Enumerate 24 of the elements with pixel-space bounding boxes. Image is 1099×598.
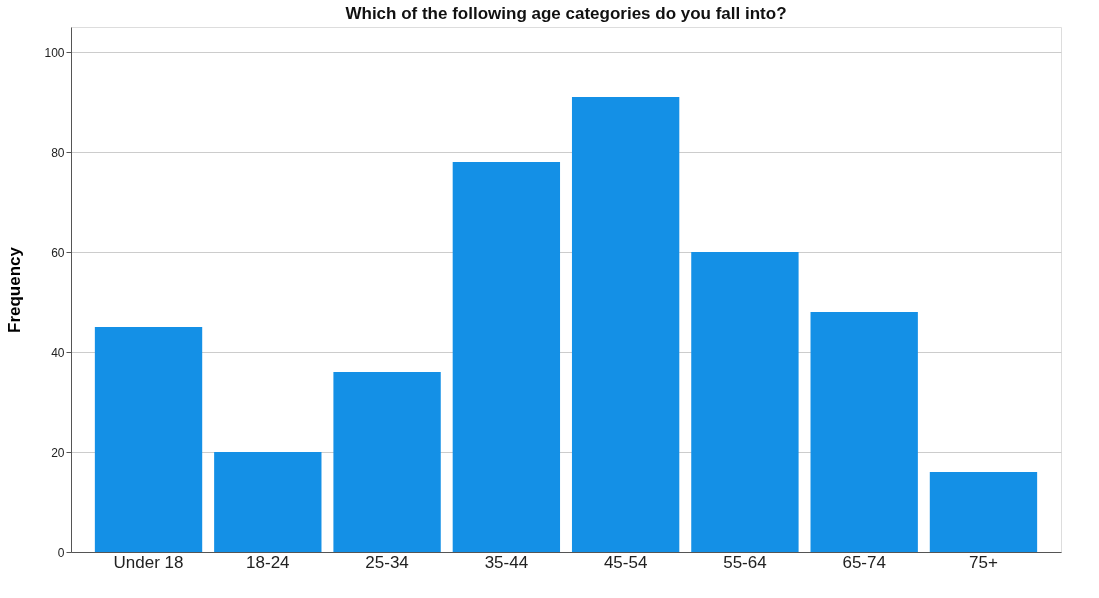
x-tick-label: 45-54	[603, 552, 648, 572]
x-tick-label: Under 18	[113, 552, 184, 572]
bar	[94, 327, 203, 552]
bar	[214, 452, 322, 552]
x-tick-label: 18-24	[246, 552, 290, 572]
x-tick-label: 35-44	[484, 552, 529, 572]
bar	[333, 372, 441, 552]
y-tick-label: 60	[51, 245, 65, 260]
x-tick-label: 75+	[969, 552, 998, 572]
bar	[571, 97, 680, 552]
bar	[691, 252, 799, 552]
y-tick-label: 20	[51, 445, 65, 460]
y-axis-title: Frequency	[5, 246, 25, 333]
x-tick-label: 55-64	[723, 552, 767, 572]
chart-title: Which of the following age categories do you fall into?	[345, 4, 787, 23]
y-tick-label: 80	[51, 145, 65, 160]
bar	[929, 472, 1038, 552]
x-tick-label: 25-34	[365, 552, 409, 572]
x-tick-label: 65-74	[842, 552, 886, 572]
bar	[810, 312, 918, 552]
y-tick-label: 0	[57, 545, 65, 560]
y-tick-label: 100	[44, 45, 65, 60]
y-tick-label: 40	[51, 345, 65, 360]
bar	[452, 162, 561, 552]
